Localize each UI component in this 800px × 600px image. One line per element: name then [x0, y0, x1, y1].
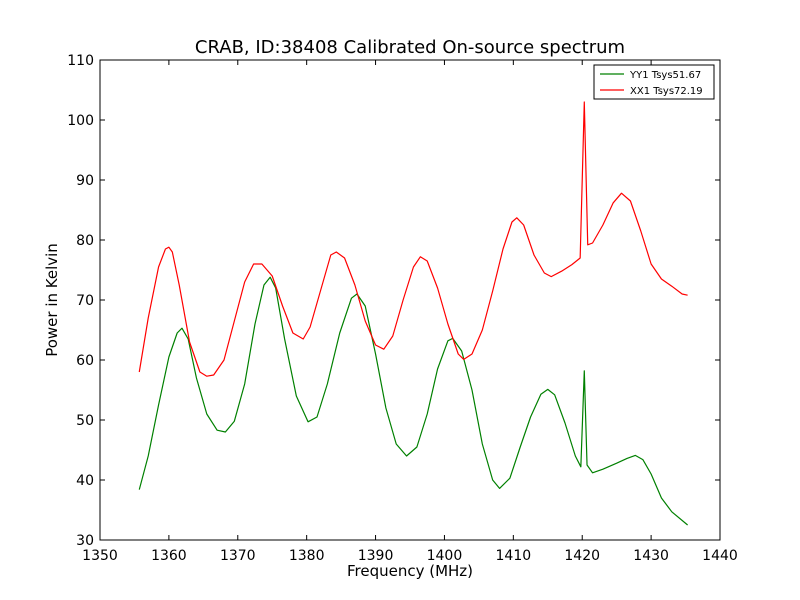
legend-label-2: XX1 Tsys72.19	[630, 86, 703, 97]
y-tick-label: 30	[76, 533, 94, 549]
y-tick-label: 40	[76, 473, 94, 489]
y-tick-label: 110	[67, 53, 94, 69]
ticks-layer: 1350 1360 1370 1380 1390 1400 1410 1420 1430 1440…	[67, 53, 738, 564]
x-tick-label: 1430	[633, 548, 669, 564]
x-tick-label: 1390	[358, 548, 394, 564]
y-tick-label: 80	[76, 233, 94, 249]
y-tick-label: 70	[76, 293, 94, 309]
x-tick-label: 1440	[702, 548, 738, 564]
x-tick-label: 1410	[496, 548, 532, 564]
x-tick-label: 1380	[289, 548, 325, 564]
legend-label-1: YY1 Tsys51.67	[629, 70, 701, 81]
plot-frame	[99, 59, 721, 541]
series-layer	[138, 101, 689, 526]
x-tick-label: 1400	[427, 548, 463, 564]
x-tick-label: 1360	[151, 548, 187, 564]
series-line-1	[138, 276, 689, 526]
legend: YY1 Tsys51.67 XX1 Tsys72.19	[593, 64, 715, 100]
legend-box	[593, 64, 715, 100]
y-tick-label: 90	[76, 173, 94, 189]
chart-title: CRAB, ID:38408 Calibrated On-source spec…	[195, 37, 625, 58]
x-tick-label: 1350	[82, 548, 118, 564]
y-tick-label: 50	[76, 413, 94, 429]
y-tick-label: 100	[67, 113, 94, 129]
x-tick-label: 1370	[220, 548, 256, 564]
x-tick-label: 1420	[564, 548, 600, 564]
series-line-2	[138, 101, 688, 377]
y-tick-label: 60	[76, 353, 94, 369]
x-axis-title: Frequency (MHz)	[347, 562, 473, 580]
y-axis-title: Power in Kelvin	[43, 243, 61, 357]
